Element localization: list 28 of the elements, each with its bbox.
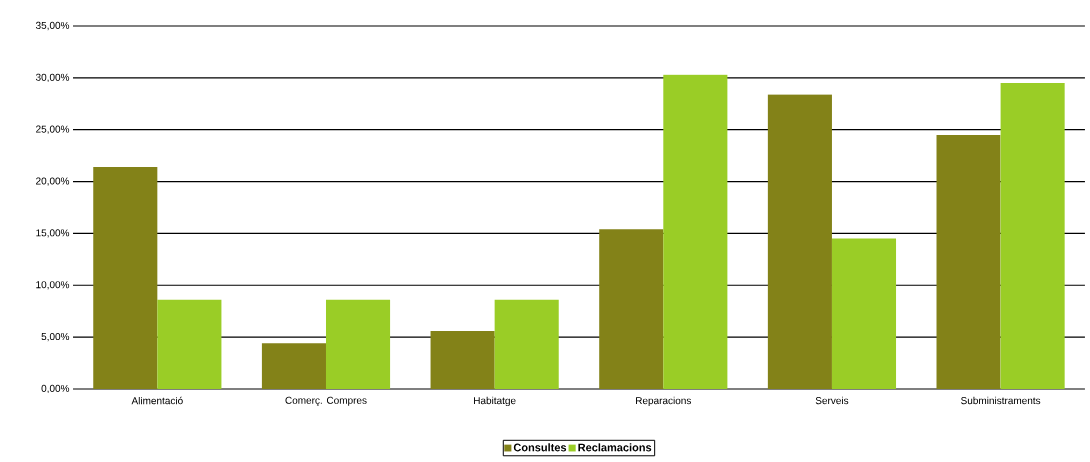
- bar: [325, 299, 391, 389]
- bar: [831, 238, 897, 389]
- x-tick-label: Alimentació: [131, 396, 183, 405]
- x-tick-label: Habitatge: [474, 396, 516, 407]
- bar: [93, 167, 158, 389]
- bar: [663, 74, 728, 389]
- bar: [767, 94, 832, 389]
- legend-label: Reclamacions: [578, 443, 652, 452]
- y-tick-label: 5,00%: [41, 333, 70, 342]
- x-tick-label: Serveis: [815, 396, 849, 405]
- y-tick-label: 30,00%: [35, 73, 70, 82]
- y-tick-label: 0,00%: [41, 384, 70, 394]
- x-tick-label: Subministraments: [961, 396, 1041, 405]
- y-tick-label: 10,00%: [36, 281, 70, 290]
- legend-label: Consultes: [513, 443, 567, 452]
- bar: [157, 299, 222, 389]
- x-tick-label: Comerç. Compres: [285, 396, 367, 406]
- bar: [1000, 83, 1065, 389]
- y-tick-label: 20,00%: [36, 177, 70, 186]
- y-tick-label: 25,00%: [36, 125, 70, 134]
- bar: [494, 299, 559, 389]
- x-tick-label: Reparacions: [636, 396, 691, 407]
- bar: [261, 343, 326, 389]
- bar: [430, 330, 495, 389]
- bar: [599, 229, 664, 389]
- bar: [936, 134, 1001, 389]
- y-tick-label: 15,00%: [36, 229, 70, 238]
- y-tick-label: 35,00%: [35, 21, 70, 31]
